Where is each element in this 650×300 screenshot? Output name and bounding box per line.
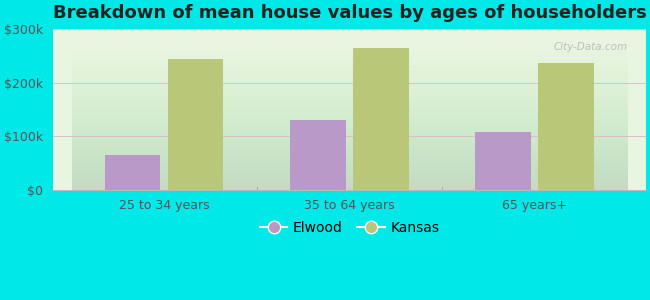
Bar (353, 48, 409, 190)
Bar (105, 155, 161, 190)
Text: City-Data.com: City-Data.com (554, 42, 628, 52)
Bar (538, 63, 594, 190)
Bar (168, 59, 224, 190)
Legend: Elwood, Kansas: Elwood, Kansas (254, 215, 445, 240)
Title: Breakdown of mean house values by ages of householders: Breakdown of mean house values by ages o… (53, 4, 646, 22)
Bar (290, 120, 346, 190)
Bar (475, 132, 531, 190)
